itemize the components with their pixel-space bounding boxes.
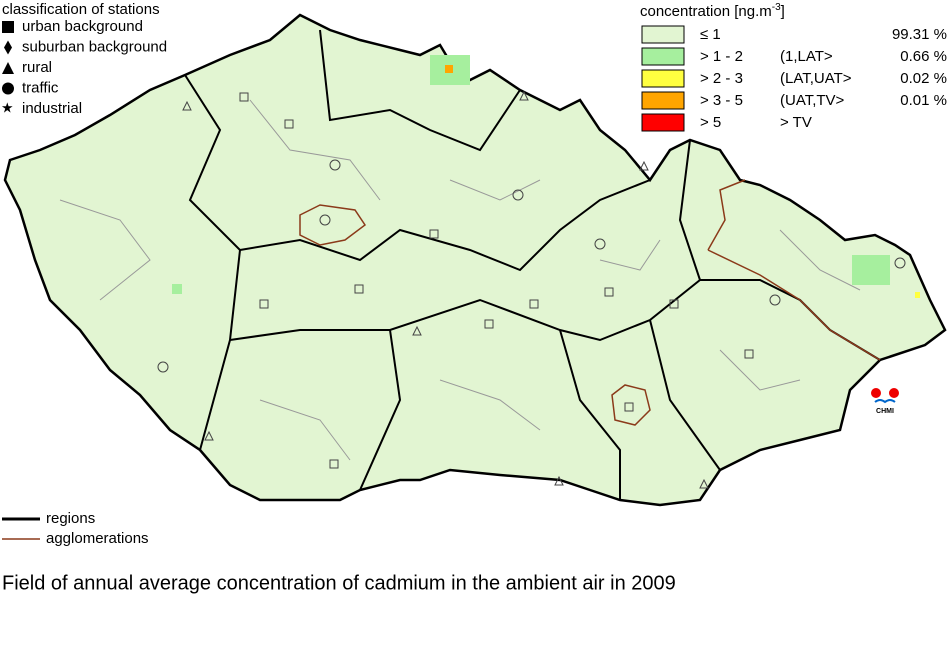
- legend-range: ≤ 1: [700, 26, 721, 43]
- station-legend-label: suburban background: [22, 38, 167, 55]
- legend-range: > 3 - 5: [700, 92, 743, 109]
- concentration-legend-title: concentration [ng.m-3]: [640, 2, 785, 20]
- logo-text: CHMI: [876, 408, 894, 415]
- country-fill: [3, 13, 947, 507]
- legend-range: > 1 - 2: [700, 48, 743, 65]
- station-symbols: [157, 90, 906, 489]
- district-borders: [59, 99, 861, 461]
- logo: CHMI: [871, 388, 899, 415]
- legend-share: 99.31 %: [892, 26, 947, 43]
- legend-swatch: [641, 113, 685, 132]
- title-sup: -3: [772, 2, 781, 13]
- legend-interval: (LAT,UAT>: [780, 70, 852, 87]
- legend-range: > 2 - 3: [700, 70, 743, 87]
- icon-star: ★: [1, 100, 14, 116]
- line-legend-label: regions: [46, 510, 95, 527]
- icon-triangle: [2, 62, 14, 74]
- title-end: ]: [781, 3, 785, 20]
- station-legend-label: rural: [22, 59, 52, 76]
- station-legend: urban background suburban background rural…: [1, 18, 167, 117]
- title-main: concentration [ng.m: [640, 3, 772, 20]
- legend-swatch: [641, 25, 685, 44]
- station-legend-label: industrial: [22, 100, 82, 117]
- station-legend-label: urban background: [22, 18, 143, 35]
- legend-interval: > TV: [780, 114, 812, 131]
- legend-swatch: [641, 69, 685, 88]
- icon-diamond: [4, 40, 12, 55]
- legend-swatch: [641, 91, 685, 110]
- legend-interval: (1,LAT>: [780, 48, 833, 65]
- station-legend-title: classification of stations: [2, 1, 160, 18]
- legend-share: 0.66 %: [900, 48, 947, 65]
- icon-square: [2, 21, 14, 33]
- icon-circle: [2, 82, 14, 95]
- line-legend-label: agglomerations: [46, 530, 149, 547]
- station-legend-label: traffic: [22, 79, 59, 96]
- legend-share: 0.02 %: [900, 70, 947, 87]
- caption: Field of annual average concentration of…: [2, 572, 676, 594]
- legend-share: 0.01 %: [900, 92, 947, 109]
- elevated-areas: [172, 55, 920, 298]
- agglomerations: [299, 179, 881, 426]
- legend-interval: (UAT,TV>: [780, 92, 845, 109]
- concentration-legend: ≤ 1 99.31 % > 1 - 2 (1,LAT> 0.66 % > 2 - 3 (LA…: [641, 25, 947, 132]
- legend-swatch: [641, 47, 685, 66]
- legend-range: > 5: [700, 114, 721, 131]
